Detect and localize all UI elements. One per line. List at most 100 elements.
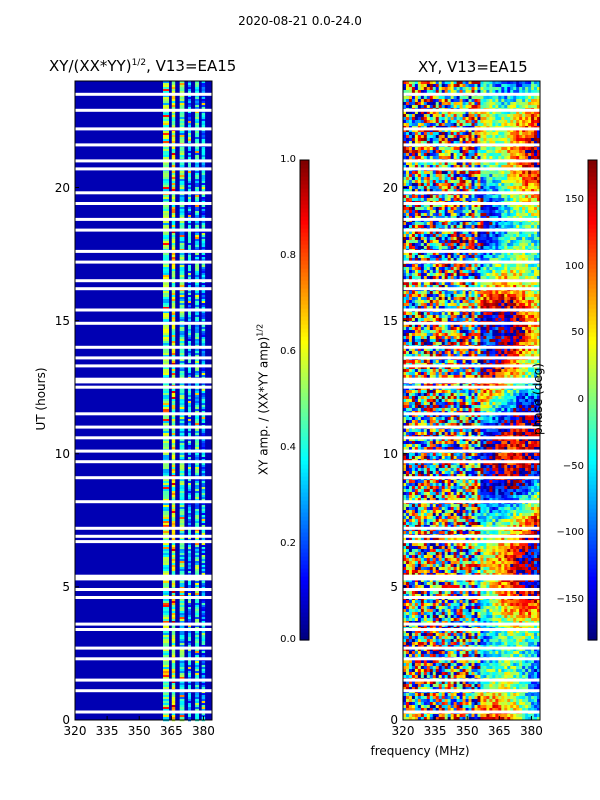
- phase-cell: [435, 102, 440, 106]
- amplitude-cell: [171, 673, 176, 676]
- phase-cell: [507, 216, 511, 220]
- amplitude-cell: [171, 445, 176, 448]
- phase-cell: [444, 273, 449, 277]
- amplitude-cell: [188, 89, 191, 92]
- phase-cell: [417, 195, 422, 199]
- phase-cell: [474, 213, 478, 217]
- phase-cell: [489, 180, 493, 184]
- phase-cell: [426, 270, 431, 274]
- amplitude-cell: [171, 637, 176, 640]
- amplitude-cell: [195, 621, 199, 624]
- phase-cell: [438, 234, 443, 238]
- amplitude-cell: [188, 467, 191, 470]
- phase-cell: [429, 195, 434, 199]
- phase-cell: [441, 198, 446, 202]
- phase-cell: [465, 180, 469, 184]
- amplitude-cell: [179, 267, 185, 270]
- amplitude-cell: [195, 363, 199, 366]
- phase-cell: [480, 174, 484, 178]
- phase-cell: [450, 111, 455, 115]
- amplitude-cell: [195, 493, 199, 496]
- phase-cell: [534, 273, 538, 277]
- amplitude-cell: [201, 175, 206, 178]
- phase-cell: [435, 87, 440, 91]
- phase-cell: [519, 141, 523, 145]
- phase-cell: [417, 216, 422, 220]
- phase-cell: [474, 180, 478, 184]
- phase-cell: [531, 135, 535, 139]
- amplitude-cell: [195, 209, 199, 212]
- amplitude-cell: [195, 269, 199, 272]
- phase-cell: [403, 135, 407, 139]
- phase-cell: [483, 141, 487, 145]
- phase-cell: [403, 99, 407, 103]
- amplitude-cell: [179, 285, 185, 288]
- phase-cell: [423, 207, 428, 211]
- phase-cell: [450, 156, 455, 160]
- phase-cell: [453, 117, 458, 121]
- amplitude-cell: [179, 171, 185, 174]
- phase-cell: [537, 183, 541, 187]
- phase-cell: [414, 81, 419, 85]
- phase-cell: [462, 147, 466, 151]
- amplitude-cell: [179, 259, 185, 262]
- phase-cell: [405, 252, 410, 256]
- phase-cell: [489, 222, 493, 226]
- amplitude-cell: [195, 675, 199, 678]
- phase-cell: [429, 252, 434, 256]
- amplitude-cell: [163, 447, 169, 450]
- phase-cell: [522, 138, 526, 142]
- phase-cell: [501, 90, 505, 94]
- phase-cell: [495, 102, 499, 106]
- phase-cell: [489, 177, 493, 181]
- amplitude-cell: [171, 291, 176, 294]
- amplitude-cell: [179, 187, 185, 190]
- phase-cell: [414, 225, 419, 229]
- amplitude-cell: [171, 165, 176, 168]
- amplitude-cell: [171, 417, 176, 420]
- phase-cell: [483, 234, 487, 238]
- phase-cell: [435, 225, 440, 229]
- amplitude-cell: [171, 361, 176, 364]
- amplitude-cell: [195, 617, 199, 620]
- phase-cell: [447, 87, 452, 91]
- phase-cell: [438, 90, 443, 94]
- amplitude-cell: [188, 163, 191, 166]
- amplitude-cell: [188, 233, 191, 236]
- amplitude-cell: [179, 163, 185, 166]
- phase-cell: [486, 123, 490, 127]
- phase-cell: [438, 138, 443, 142]
- amplitude-cell: [195, 491, 199, 494]
- amplitude-cell: [163, 713, 169, 716]
- phase-cell: [441, 225, 446, 229]
- phase-cell: [417, 105, 422, 109]
- amplitude-cell: [179, 531, 185, 534]
- phase-cell: [528, 207, 532, 211]
- phase-cell: [403, 276, 407, 280]
- phase-cell: [486, 240, 490, 244]
- phase-cell: [537, 267, 541, 271]
- amplitude-cell: [163, 213, 169, 216]
- amplitude-cell: [195, 105, 199, 108]
- amplitude-cell: [201, 157, 206, 160]
- phase-cell: [411, 96, 416, 100]
- amplitude-cell: [171, 187, 176, 190]
- phase-cell: [459, 177, 463, 181]
- phase-cell: [537, 270, 541, 274]
- phase-cell: [414, 252, 419, 256]
- phase-cell: [441, 81, 446, 85]
- phase-cell: [492, 84, 496, 88]
- amplitude-cell: [195, 285, 199, 288]
- phase-cell: [531, 273, 535, 277]
- phase-cell: [492, 216, 496, 220]
- amplitude-cell: [163, 301, 169, 304]
- phase-cell: [432, 114, 437, 118]
- phase-cell: [510, 195, 514, 199]
- phase-cell: [471, 246, 475, 250]
- phase-cell: [531, 252, 535, 256]
- amplitude-cell: [188, 153, 191, 156]
- amplitude-cell: [201, 317, 206, 320]
- amplitude-cell: [201, 173, 206, 176]
- phase-cell: [489, 237, 493, 241]
- amplitude-cell: [171, 355, 176, 358]
